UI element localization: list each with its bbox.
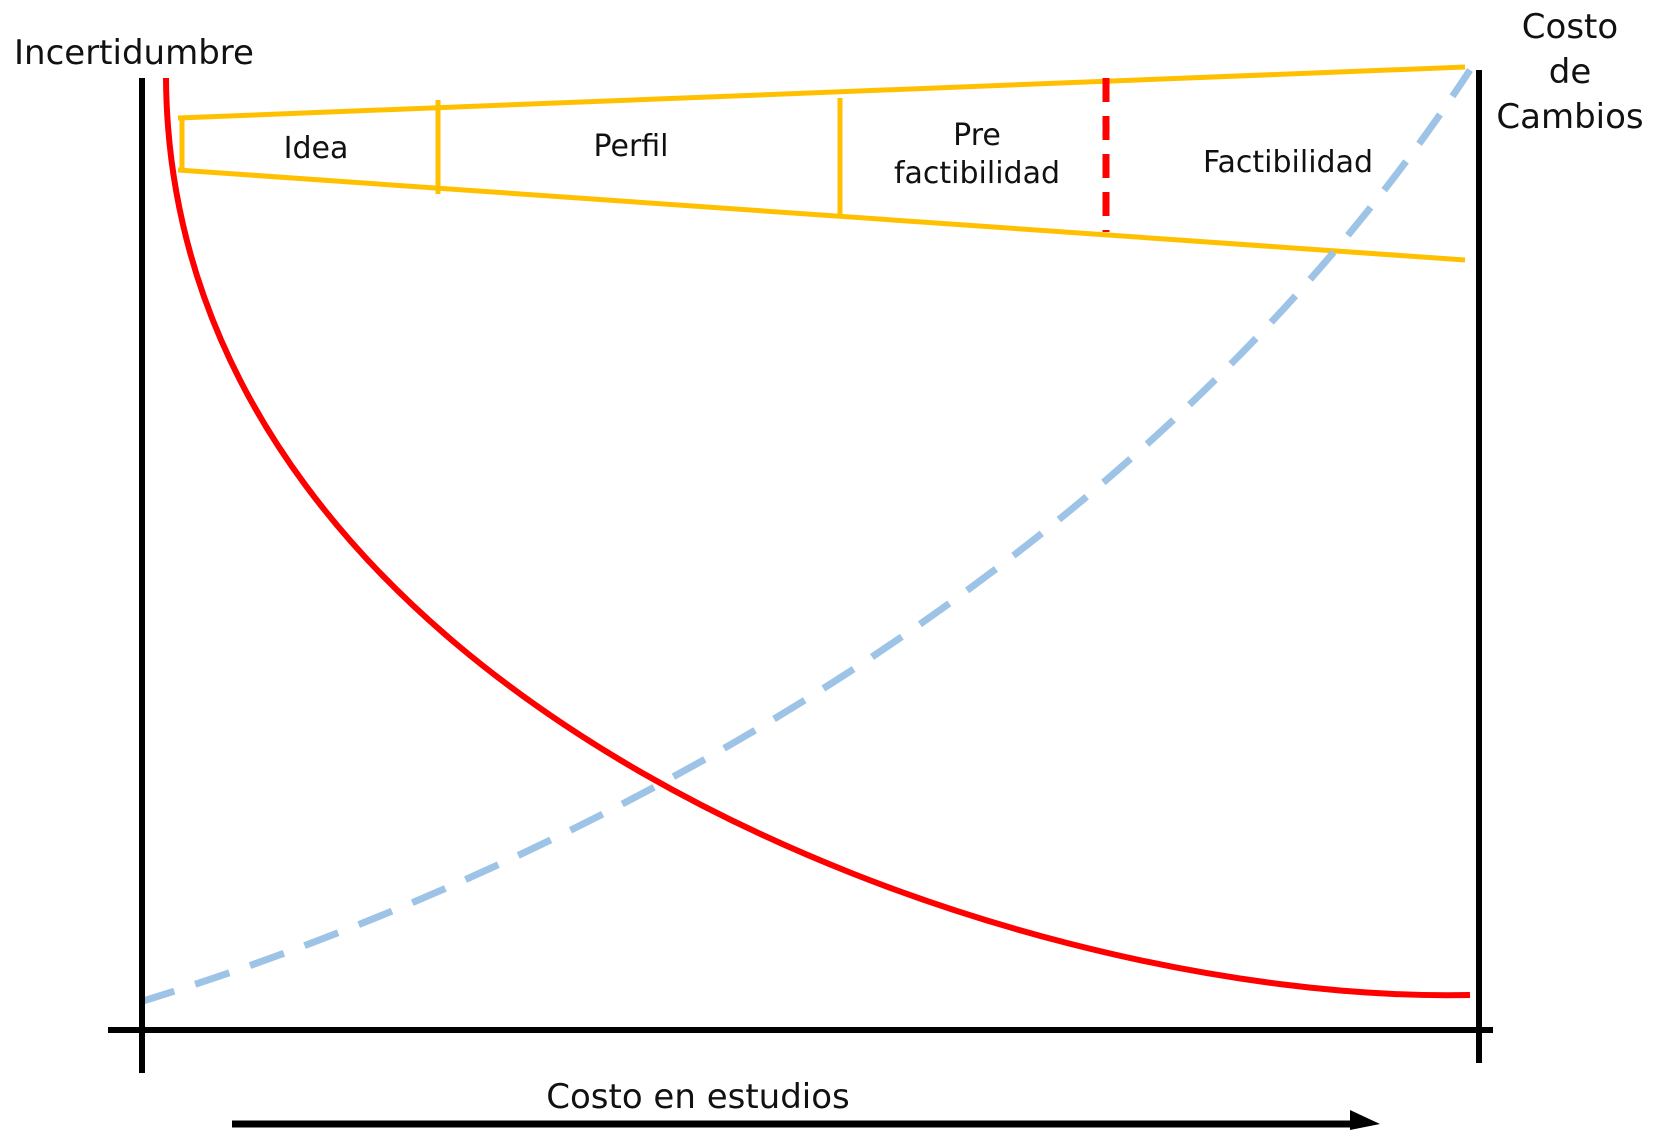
cost-of-change-curve bbox=[138, 68, 1473, 1006]
stage-label: Factibilidad bbox=[1203, 145, 1373, 180]
stage-label: factibilidad bbox=[894, 156, 1060, 191]
uncertainty-curve bbox=[163, 77, 1471, 999]
stage-label: Pre bbox=[953, 118, 1001, 153]
stage-label: Idea bbox=[284, 131, 349, 166]
stage-funnel bbox=[177, 64, 1466, 263]
cost-in-studies-arrow bbox=[232, 1110, 1380, 1130]
arrow-head-icon bbox=[1350, 1110, 1380, 1130]
right-axis-label-line: Cambios bbox=[1496, 97, 1643, 137]
right-axis-label: Costo de Cambios bbox=[1496, 7, 1643, 137]
funnel-top-edge bbox=[177, 64, 1466, 121]
right-axis-label-line: de bbox=[1549, 52, 1592, 92]
right-axis-label-line: Costo bbox=[1522, 7, 1618, 47]
axes bbox=[108, 70, 1493, 1073]
left-axis-label: Incertidumbre bbox=[14, 33, 254, 73]
bottom-axis-label: Costo en estudios bbox=[546, 1077, 850, 1117]
funnel-bottom-edge bbox=[177, 167, 1466, 263]
stage-label: Perfil bbox=[593, 129, 668, 164]
